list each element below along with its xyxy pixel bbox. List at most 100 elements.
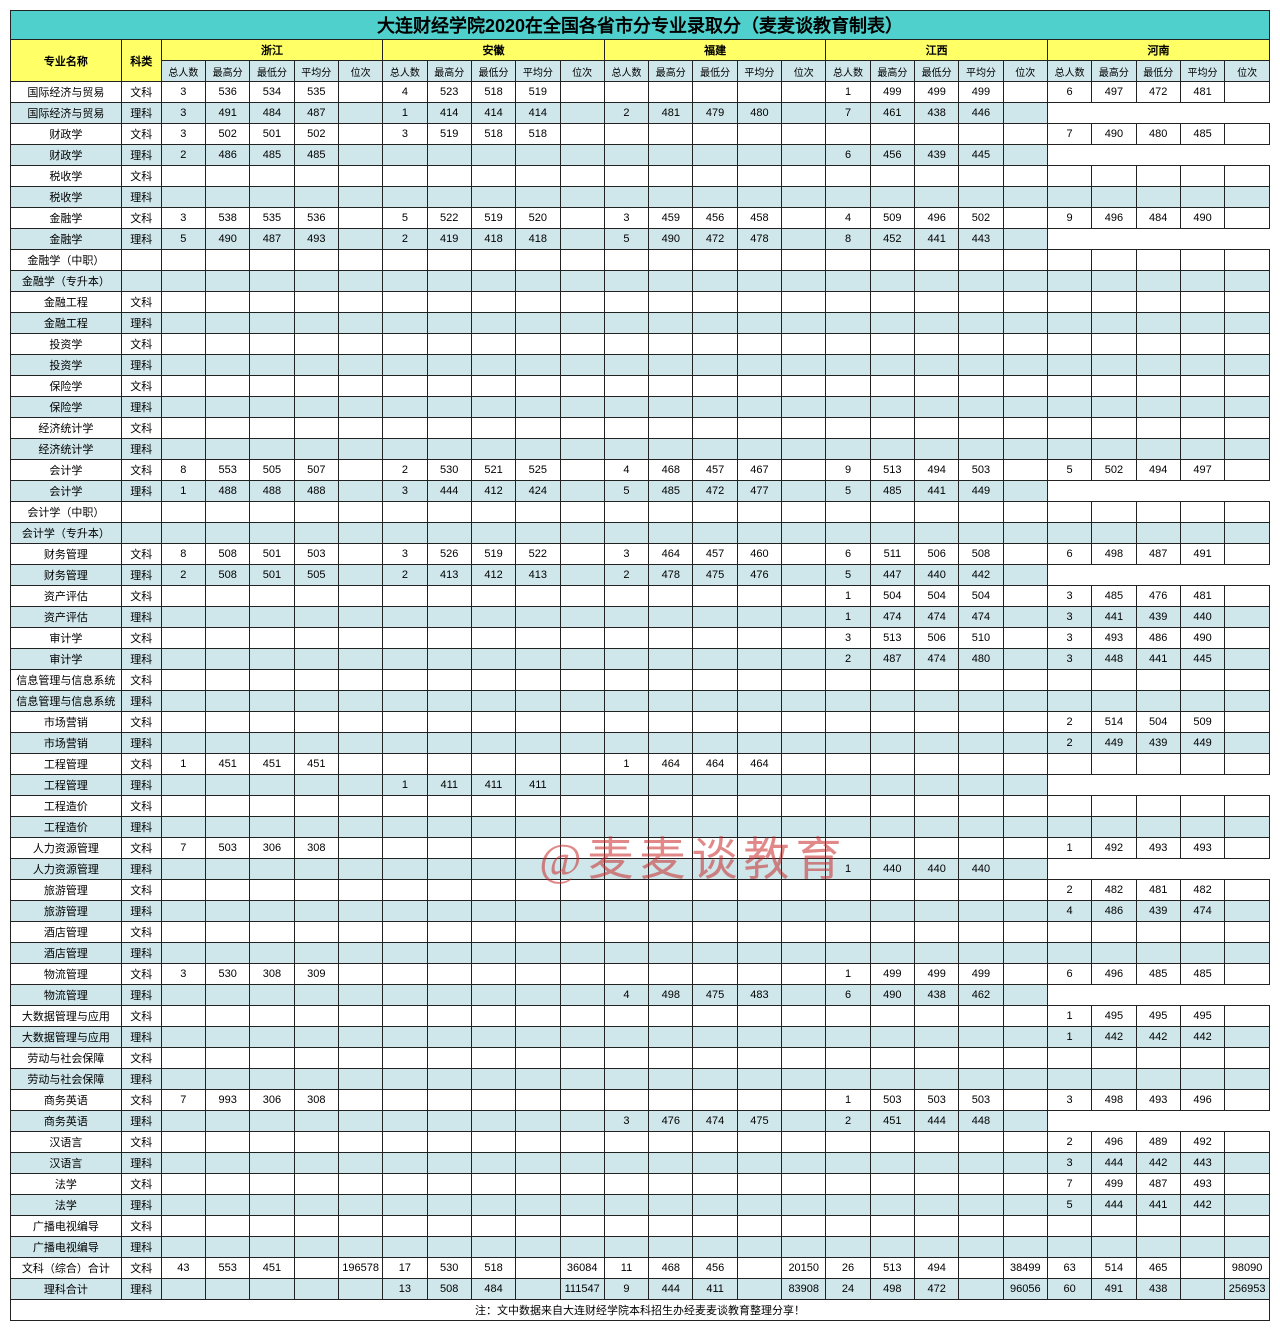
cell: 理科 [121, 1279, 161, 1300]
cell [383, 586, 427, 607]
cell: 3 [161, 208, 205, 229]
cell [383, 796, 427, 817]
cell [782, 103, 826, 124]
cell [161, 796, 205, 817]
cell: 文科 [121, 670, 161, 691]
cell [1180, 922, 1224, 943]
cell [649, 775, 693, 796]
cell [338, 376, 382, 397]
cell [560, 334, 604, 355]
cell: 财务管理 [11, 565, 122, 586]
cell: 金融学 [11, 229, 122, 250]
cell: 460 [737, 544, 781, 565]
cell [161, 1132, 205, 1153]
cell: 大数据管理与应用 [11, 1006, 122, 1027]
cell [604, 943, 648, 964]
cell [471, 1174, 515, 1195]
cell [206, 670, 250, 691]
cell: 文科 [121, 1216, 161, 1237]
table-row: 资产评估文科15045045043485476481 [11, 586, 1270, 607]
cell [427, 1195, 471, 1216]
cell [161, 1048, 205, 1069]
cell [604, 1153, 648, 1174]
cell: 理科 [121, 1153, 161, 1174]
cell [826, 166, 870, 187]
cell [471, 502, 515, 523]
cell [826, 187, 870, 208]
cell [1225, 187, 1270, 208]
cell [383, 1153, 427, 1174]
cell [560, 838, 604, 859]
cell [1225, 880, 1270, 901]
cell [294, 292, 338, 313]
cell: 509 [1180, 712, 1224, 733]
cell: 487 [1136, 1174, 1180, 1195]
cell [959, 1216, 1003, 1237]
cell [338, 628, 382, 649]
cell [1092, 397, 1136, 418]
cell: 486 [1092, 901, 1136, 922]
cell [826, 1153, 870, 1174]
cell [294, 1111, 338, 1132]
cell: 481 [1180, 586, 1224, 607]
cell [294, 733, 338, 754]
cell [604, 901, 648, 922]
cell: 6 [1047, 544, 1091, 565]
cell [560, 1027, 604, 1048]
cell [1003, 1153, 1047, 1174]
cell [1225, 1153, 1270, 1174]
cell [1047, 796, 1091, 817]
cell [121, 250, 161, 271]
cell [1003, 313, 1047, 334]
cell [915, 292, 959, 313]
cell [427, 1174, 471, 1195]
cell: 5 [604, 481, 648, 502]
cell: 503 [959, 460, 1003, 481]
cell [516, 1090, 560, 1111]
cell [649, 271, 693, 292]
cell [1003, 208, 1047, 229]
cell [649, 1174, 693, 1195]
cell: 13 [383, 1279, 427, 1300]
cell: 503 [915, 1090, 959, 1111]
cell [1180, 1069, 1224, 1090]
cell [604, 649, 648, 670]
cell [915, 418, 959, 439]
cell [782, 880, 826, 901]
cell [516, 964, 560, 985]
cell: 1 [383, 775, 427, 796]
cell [782, 1153, 826, 1174]
cell [737, 796, 781, 817]
cell [560, 1174, 604, 1195]
cell [427, 586, 471, 607]
cell: 484 [250, 103, 294, 124]
cell: 498 [870, 1279, 914, 1300]
cell [383, 670, 427, 691]
cell [250, 943, 294, 964]
cell [1180, 817, 1224, 838]
cell [250, 1006, 294, 1027]
cell [604, 859, 648, 880]
cell: 17 [383, 1258, 427, 1279]
cell [161, 166, 205, 187]
cell [516, 250, 560, 271]
subcol: 总人数 [1047, 61, 1091, 82]
cell: 464 [649, 544, 693, 565]
cell [826, 250, 870, 271]
cell [471, 964, 515, 985]
cell: 7 [161, 1090, 205, 1111]
cell [826, 334, 870, 355]
cell: 111547 [560, 1279, 604, 1300]
cell: 480 [1136, 124, 1180, 145]
cell [1047, 1237, 1091, 1258]
cell [693, 838, 737, 859]
cell [1047, 166, 1091, 187]
cell [383, 1090, 427, 1111]
cell: 9 [604, 1279, 648, 1300]
cell [782, 838, 826, 859]
cell [338, 712, 382, 733]
cell [1003, 292, 1047, 313]
cell [782, 607, 826, 628]
cell [206, 439, 250, 460]
cell: 442 [959, 565, 1003, 586]
